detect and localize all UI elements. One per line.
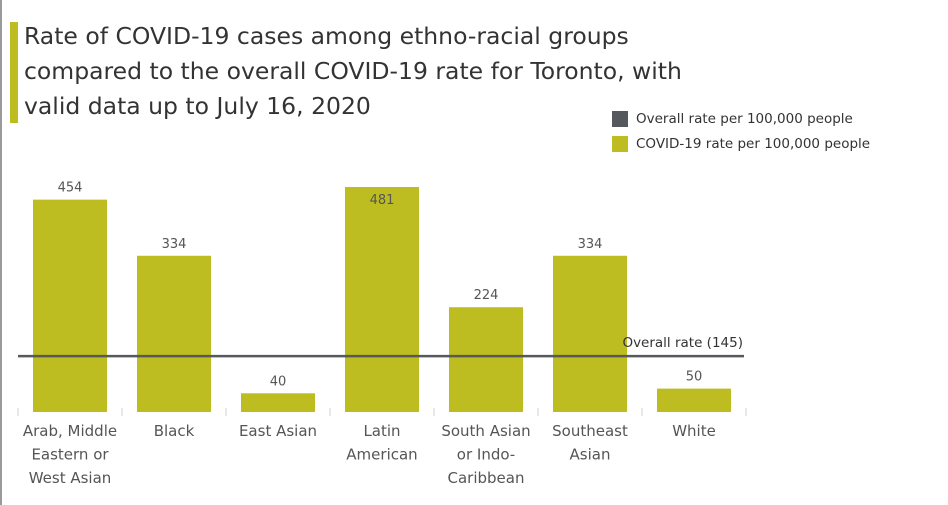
legend-label-overall: Overall rate per 100,000 people <box>636 110 853 127</box>
bar <box>553 255 627 412</box>
left-border-rule <box>0 0 2 505</box>
x-tick-label: Southeast <box>552 422 628 440</box>
x-tick-label: Latin <box>363 422 400 440</box>
x-tick-label: South Asian <box>441 422 530 440</box>
bar <box>345 187 419 412</box>
x-tick-label: White <box>672 422 716 440</box>
data-label: 334 <box>578 237 603 252</box>
legend-label-covid: COVID-19 rate per 100,000 people <box>636 135 871 152</box>
x-tick-label: Arab, Middle <box>23 422 117 440</box>
data-label: 50 <box>686 370 703 385</box>
x-tick-label: American <box>346 446 417 464</box>
chart-title-line-1: Rate of COVID-19 cases among ethno-racia… <box>24 22 629 50</box>
x-tick-label: Asian <box>570 446 611 464</box>
title-accent-bar <box>10 22 18 123</box>
x-tick-label: Caribbean <box>448 469 525 487</box>
bar <box>449 307 523 412</box>
data-label: 224 <box>474 288 499 303</box>
data-label: 481 <box>370 193 395 208</box>
x-tick-label: or Indo- <box>457 446 515 464</box>
chart-title-line-2: compared to the overall COVID-19 rate fo… <box>24 57 682 85</box>
x-tick-label: Black <box>154 422 195 440</box>
chart-title: Rate of COVID-19 cases among ethno-racia… <box>24 19 724 124</box>
legend-item-covid-rate: COVID-19 rate per 100,000 people <box>612 131 870 156</box>
data-label: 454 <box>58 181 83 196</box>
bar <box>657 388 731 412</box>
data-label: 40 <box>270 374 287 389</box>
chart-title-line-3: valid data up to July 16, 2020 <box>24 92 371 120</box>
data-label: 334 <box>162 237 187 252</box>
legend: Overall rate per 100,000 people COVID-19… <box>612 106 870 156</box>
x-tick-label: Eastern or <box>31 446 109 464</box>
x-tick-label: East Asian <box>239 422 317 440</box>
legend-item-overall-rate: Overall rate per 100,000 people <box>612 106 870 131</box>
bar <box>137 255 211 412</box>
x-tick-label: West Asian <box>29 469 112 487</box>
overall-rate-label: Overall rate (145) <box>622 335 743 351</box>
legend-swatch-overall <box>612 110 628 127</box>
legend-swatch-covid <box>612 135 628 152</box>
bar <box>33 199 107 412</box>
bar <box>241 393 315 412</box>
